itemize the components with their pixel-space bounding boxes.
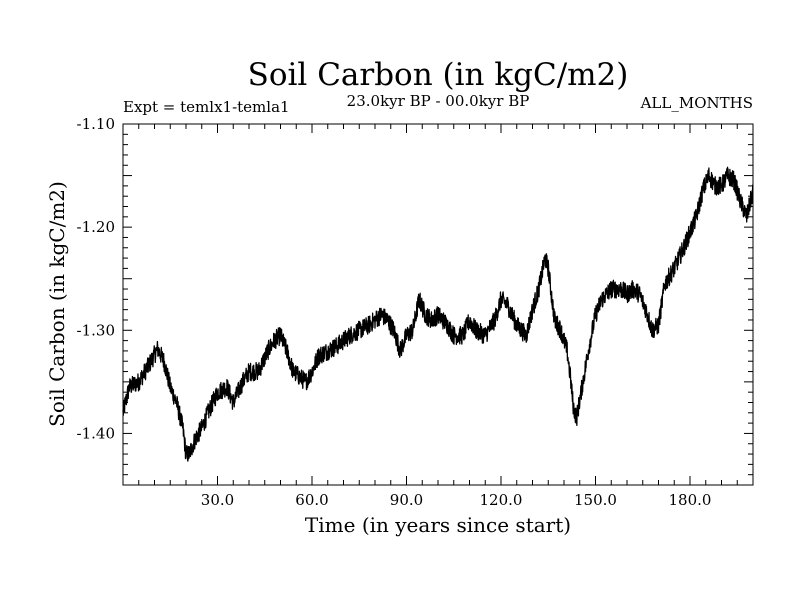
series-line <box>122 166 754 462</box>
chart-title: Soil Carbon (in kgC/m2) <box>248 57 629 93</box>
months-label: ALL_MONTHS <box>640 94 753 112</box>
x-tick-label: 60.0 <box>295 491 328 509</box>
y-tick-label: -1.40 <box>77 424 115 442</box>
x-tick-label: 120.0 <box>480 491 523 509</box>
x-axis-label: Time (in years since start) <box>305 513 571 537</box>
period-label: 23.0kyr BP - 00.0kyr BP <box>347 92 530 110</box>
plot-frame <box>122 123 754 486</box>
x-tick-label: 150.0 <box>574 491 617 509</box>
x-tick-label: 30.0 <box>201 491 234 509</box>
experiment-label: Expt = temlx1-temla1 <box>123 98 290 116</box>
y-tick-label: -1.20 <box>77 218 115 236</box>
y-axis-label: Soil Carbon (in kgC/m2) <box>45 181 69 427</box>
y-tick-label: -1.10 <box>77 115 115 133</box>
x-tick-label: 180.0 <box>669 491 712 509</box>
x-tick-label: 90.0 <box>390 491 423 509</box>
y-tick-label: -1.30 <box>77 321 115 339</box>
